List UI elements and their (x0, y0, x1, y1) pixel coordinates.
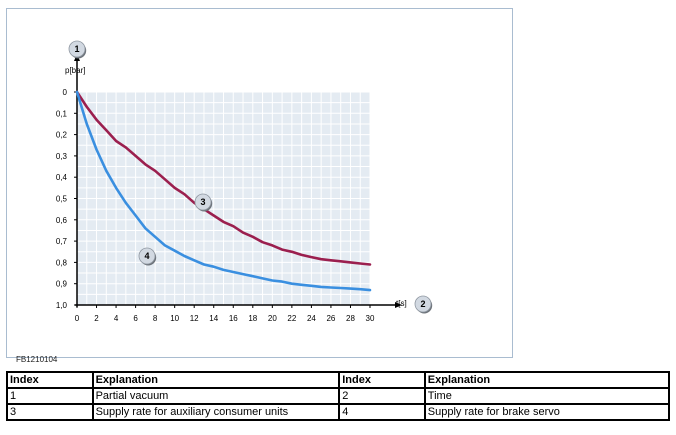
y-tick-label: 0,5 (56, 195, 68, 204)
x-tick-label: 8 (153, 314, 158, 323)
legend-explanation: Partial vacuum (91, 387, 341, 405)
index-marker-series-4-label: 4 (144, 251, 149, 261)
x-tick-label: 28 (346, 314, 355, 323)
x-tick-label: 10 (170, 314, 179, 323)
y-axis-label: p[bar] (65, 66, 85, 75)
x-axis-label: t[s] (396, 299, 407, 308)
y-tick-label: 0,1 (56, 109, 68, 118)
legend-table: Index Explanation Index Explanation 1 Pa… (6, 371, 671, 421)
x-axis-arrow (395, 302, 402, 308)
index-marker-series-3-circle (194, 193, 212, 211)
x-tick-label: 6 (133, 314, 138, 323)
legend-explanation: Supply rate for auxiliary consumer units (91, 403, 341, 421)
legend-explanation: Time (423, 387, 671, 405)
vacuum-time-chart: 0 2 4 6 8 10 12 14 16 18 20 22 24 26 28 3000,10,20,30,4… (56, 40, 433, 323)
x-tick-label: 16 (229, 314, 238, 323)
y-tick-label: 0,3 (56, 152, 68, 161)
legend-index: 1 (6, 387, 94, 405)
legend-index: 3 (6, 403, 94, 421)
legend-header-index: Index (338, 371, 426, 389)
y-tick-label: 0,7 (56, 237, 68, 246)
figure-code: FB1210104 (16, 355, 58, 364)
x-tick-label: 14 (209, 314, 218, 323)
x-tick-label: 24 (307, 314, 316, 323)
x-tick-label: 18 (248, 314, 257, 323)
y-tick-label: 0,6 (56, 216, 68, 225)
series-line-4 (75, 90, 372, 292)
index-marker-series-3-label: 3 (200, 197, 205, 207)
legend-row: 1 Partial vacuum 2 Time (6, 387, 671, 405)
legend-index: 2 (338, 387, 426, 405)
x-tick-label: 0 (75, 314, 80, 323)
index-marker-y-axis-circle (68, 40, 86, 58)
y-tick-label: 0,4 (56, 173, 68, 182)
x-tick-label: 4 (114, 314, 119, 323)
index-marker-x-axis-circle (414, 295, 432, 313)
legend-header-index: Index (6, 371, 94, 389)
y-tick-label: 0,8 (56, 258, 68, 267)
legend-header-explanation: Explanation (423, 371, 671, 389)
index-marker-x-axis-label: 2 (420, 299, 425, 309)
legend-header-explanation: Explanation (91, 371, 341, 389)
legend-row: 3 Supply rate for auxiliary consumer uni… (6, 403, 671, 421)
x-tick-label: 22 (287, 314, 296, 323)
y-tick-label: 0,9 (56, 280, 68, 289)
x-tick-label: 2 (94, 314, 99, 323)
y-tick-label: 1,0 (56, 301, 68, 310)
x-tick-label: 20 (268, 314, 277, 323)
legend-header-row: Index Explanation Index Explanation (6, 371, 671, 389)
series-line-3 (75, 90, 372, 266)
legend-explanation: Supply rate for brake servo (423, 403, 671, 421)
y-tick-label: 0 (63, 88, 68, 97)
x-tick-label: 12 (190, 314, 199, 323)
index-marker-series-4-circle (138, 247, 156, 265)
x-tick-label: 26 (326, 314, 335, 323)
y-tick-label: 0,2 (56, 131, 68, 140)
legend-index: 4 (338, 403, 426, 421)
x-tick-label: 30 (366, 314, 375, 323)
index-marker-y-axis-label: 1 (74, 44, 79, 54)
figure-frame: 0 2 4 6 8 10 12 14 16 18 20 22 24 26 28 30 0 0,1 0,2 0,3 0,4… (6, 8, 513, 364)
